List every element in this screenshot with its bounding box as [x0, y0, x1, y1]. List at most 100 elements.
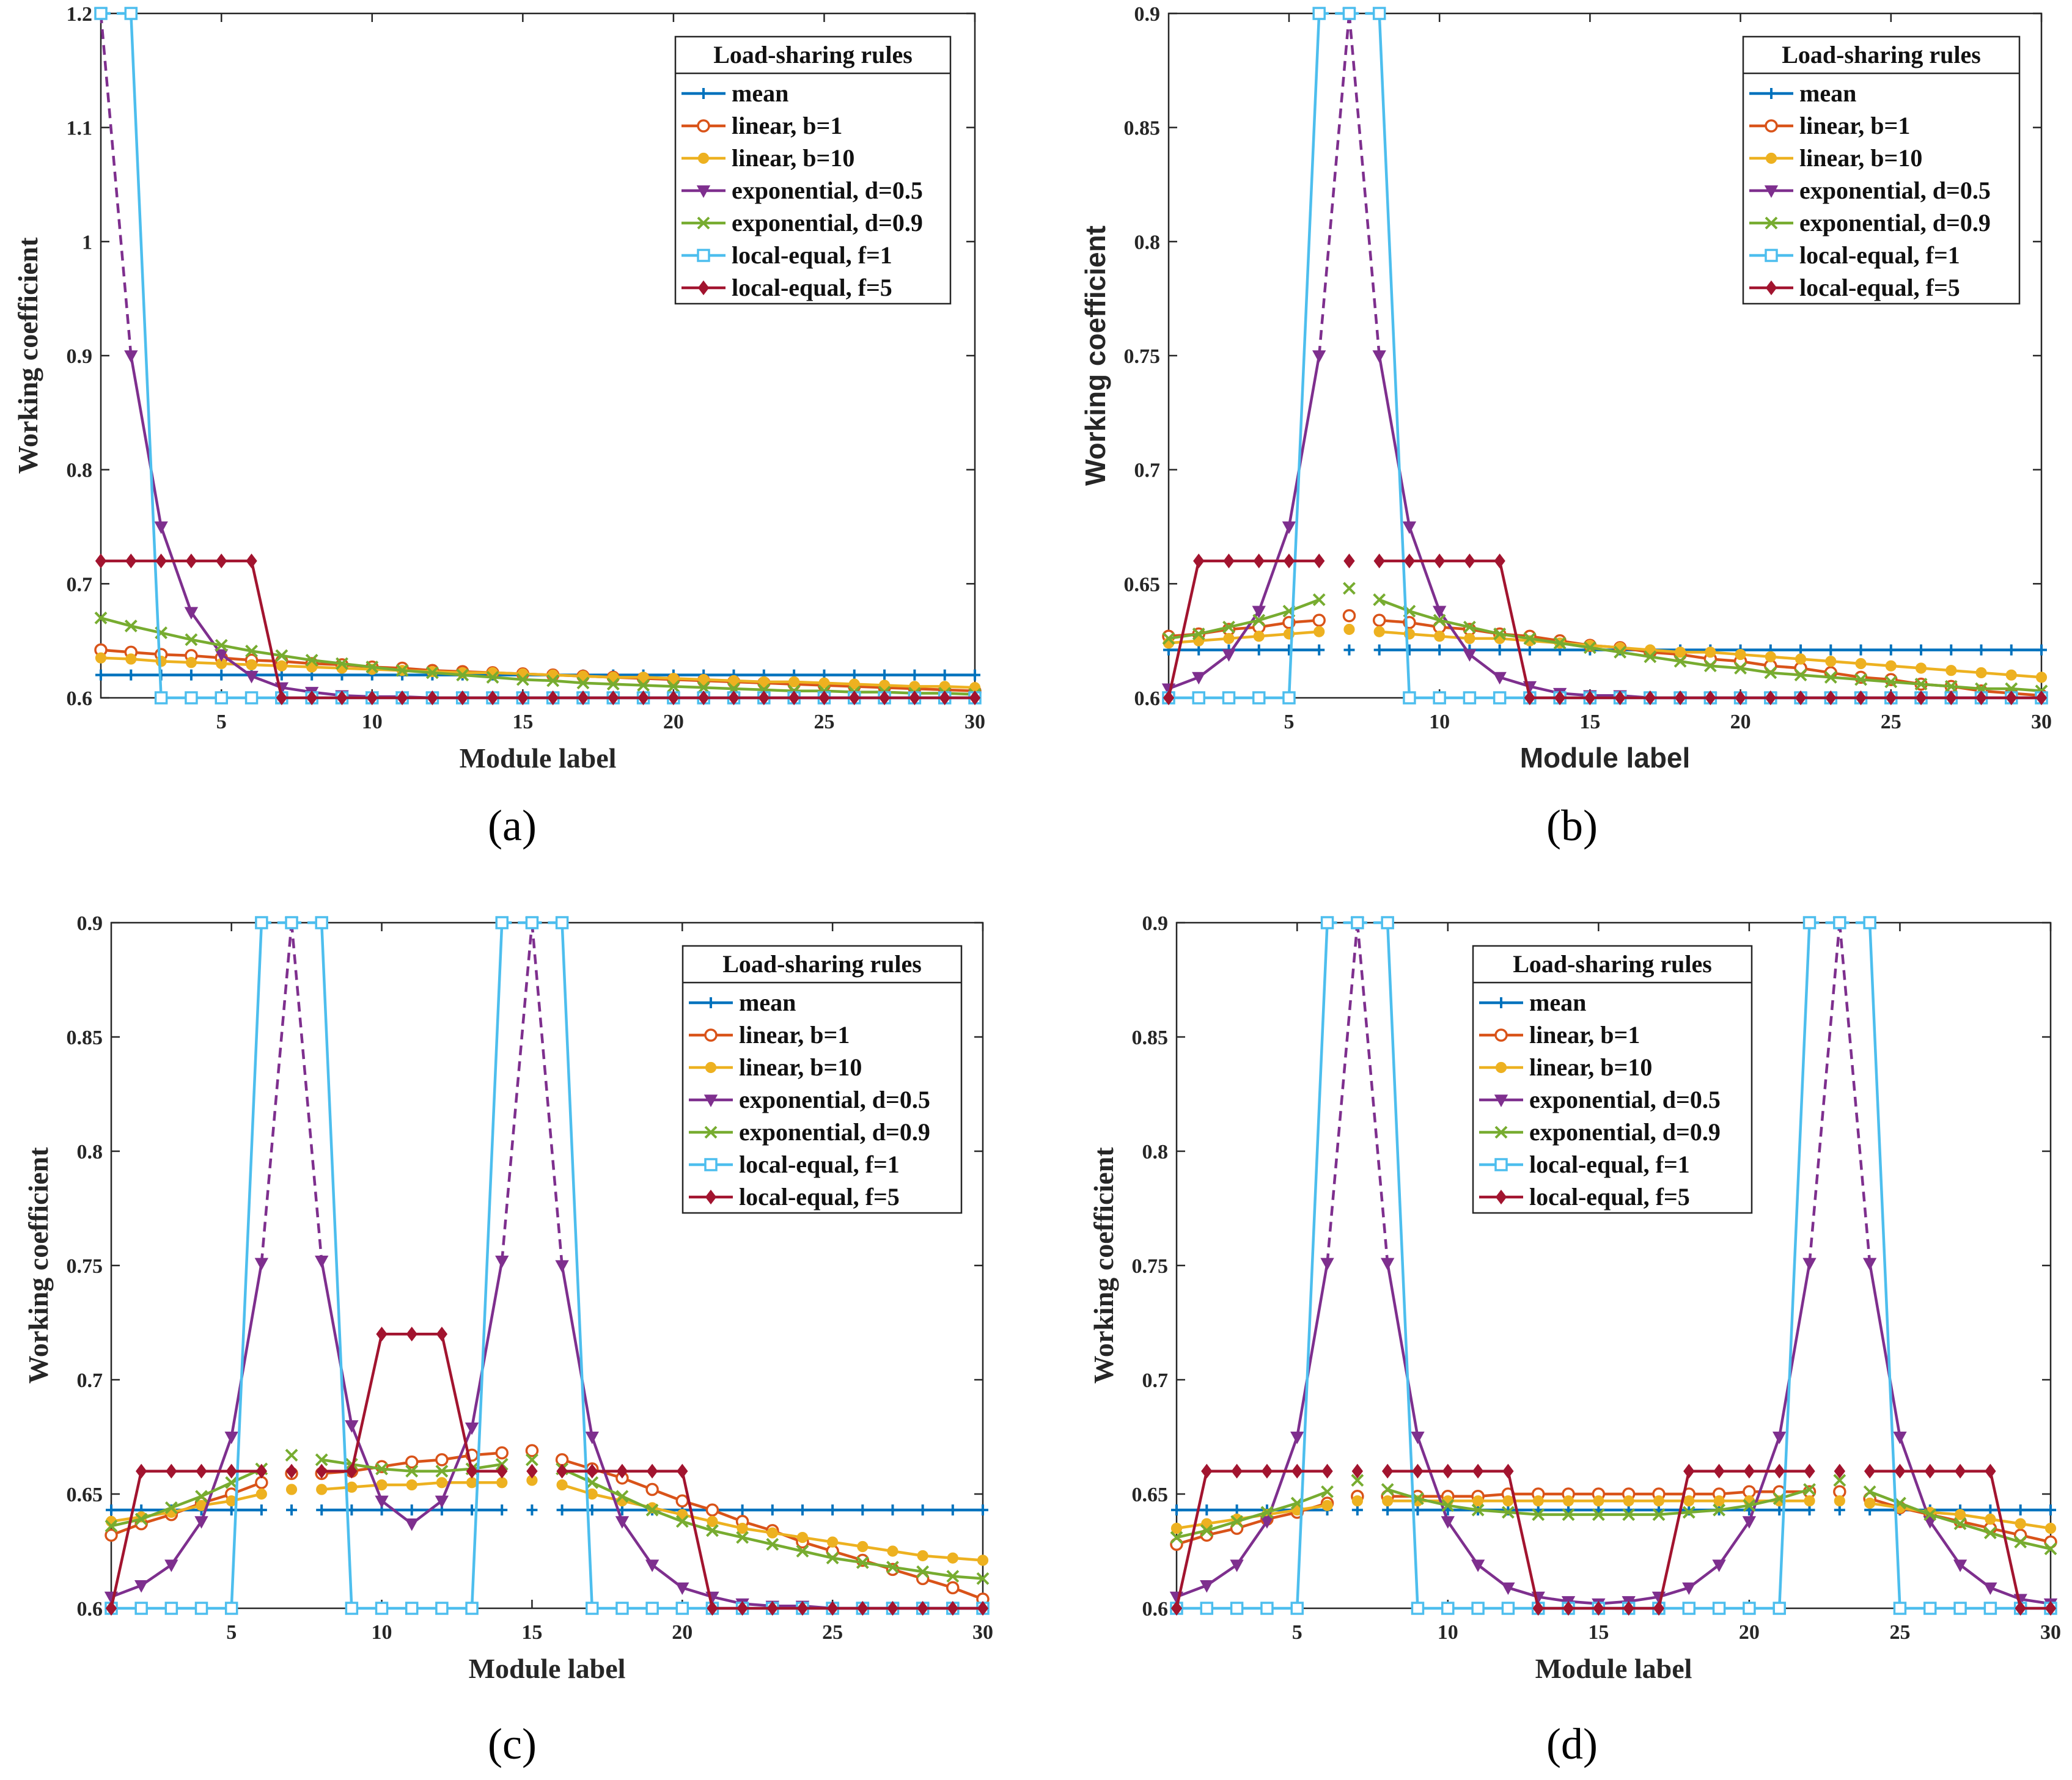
data-point [375, 1462, 388, 1476]
data-point [1230, 1559, 1244, 1572]
x-tick-label: 5 [1292, 1621, 1302, 1644]
data-point [1673, 654, 1687, 668]
data-point [336, 690, 348, 706]
legend-item-mean: mean [1749, 79, 1856, 107]
data-point [1433, 553, 1446, 569]
data-point [1653, 1495, 1665, 1507]
series-segment [171, 1495, 202, 1509]
data-point [1163, 690, 1175, 706]
series-segment [1469, 626, 1501, 635]
x-tick-label: 25 [814, 711, 834, 733]
data-point [788, 690, 800, 706]
data-point [225, 1476, 238, 1489]
data-point [395, 664, 409, 677]
data-point [496, 1463, 508, 1479]
data-point [1351, 916, 1364, 929]
series-segment [1658, 1586, 1689, 1599]
data-point [1403, 691, 1416, 705]
y-tick-label: 0.9 [77, 912, 103, 935]
data-point [1412, 1463, 1424, 1479]
data-point [1644, 644, 1656, 656]
legend-marker [1494, 1094, 1508, 1107]
series-segment [1890, 680, 1922, 686]
series-segment [1590, 646, 1620, 654]
data-point [1834, 1495, 1845, 1507]
x-tick-label: 20 [1739, 1621, 1760, 1644]
series-segment [372, 665, 403, 672]
data-point [125, 553, 137, 569]
data-point [1382, 1495, 1394, 1507]
series-segment [2011, 687, 2042, 693]
data-point [1343, 553, 1355, 569]
data-point [909, 669, 920, 681]
data-point [1954, 1463, 1966, 1479]
series-segment [1868, 1262, 1901, 1437]
data-point [1171, 1504, 1182, 1516]
data-point [1320, 1258, 1334, 1271]
series-segment [221, 643, 252, 653]
series-segment [190, 611, 223, 656]
data-point [285, 1484, 298, 1495]
data-point [1170, 1523, 1183, 1534]
legend-title: Load-sharing rules [1782, 41, 1981, 68]
legend: Load-sharing rules mean linear, b=1 linear,… [674, 35, 952, 305]
data-point [917, 1600, 928, 1616]
y-tick-label: 0.9 [1134, 3, 1161, 26]
data-point [705, 1503, 719, 1517]
data-point [1380, 1258, 1395, 1271]
data-point [766, 1600, 778, 1616]
data-point [1833, 916, 1846, 929]
series-segment [1899, 1501, 1931, 1516]
series-segment [1446, 1520, 1479, 1566]
data-point [185, 691, 198, 705]
data-point [1441, 1516, 1455, 1529]
data-point [436, 1327, 448, 1342]
data-point [406, 1479, 417, 1491]
series-segment [501, 922, 534, 1261]
data-point [1742, 1516, 1757, 1529]
series-segment [763, 688, 795, 693]
panel-caption: (c) [488, 1720, 537, 1768]
data-point [766, 1537, 779, 1551]
x-axis-label: Module label [1535, 1653, 1692, 1684]
series-segment [130, 624, 162, 634]
series-segment [1227, 610, 1260, 656]
data-point [886, 1561, 899, 1574]
data-point [254, 1258, 269, 1271]
data-point [1864, 1463, 1876, 1479]
data-point [1231, 1463, 1243, 1479]
legend-label: local-equal, f=1 [732, 241, 892, 269]
series-segment [1408, 526, 1441, 612]
data-point [1682, 1602, 1696, 1615]
data-point [1584, 690, 1596, 706]
data-point [577, 670, 589, 682]
series-segment [1538, 1595, 1569, 1603]
data-point [1223, 553, 1235, 569]
data-point [226, 1463, 237, 1479]
data-point [134, 1580, 149, 1593]
data-point [1985, 1514, 1996, 1525]
data-point [375, 1602, 389, 1615]
x-axis-label: Module label [460, 742, 617, 774]
data-point [496, 1477, 508, 1489]
data-point [1283, 553, 1295, 569]
data-point [667, 679, 680, 693]
data-point [909, 690, 920, 706]
data-point [496, 1504, 508, 1516]
data-point [315, 916, 328, 929]
legend-marker [1495, 1061, 1507, 1074]
data-point [1885, 644, 1897, 656]
data-point [487, 690, 499, 706]
data-point [1192, 672, 1206, 685]
legend-label: exponential, d=0.5 [739, 1086, 930, 1113]
data-point [486, 670, 499, 684]
data-point [586, 1602, 599, 1615]
data-point [697, 681, 710, 694]
data-point [645, 1482, 659, 1496]
x-tick-label: 30 [972, 1621, 993, 1644]
data-point [1200, 1524, 1213, 1537]
data-point [125, 653, 137, 665]
legend-marker [1494, 1126, 1508, 1139]
legend-marker [705, 997, 716, 1008]
